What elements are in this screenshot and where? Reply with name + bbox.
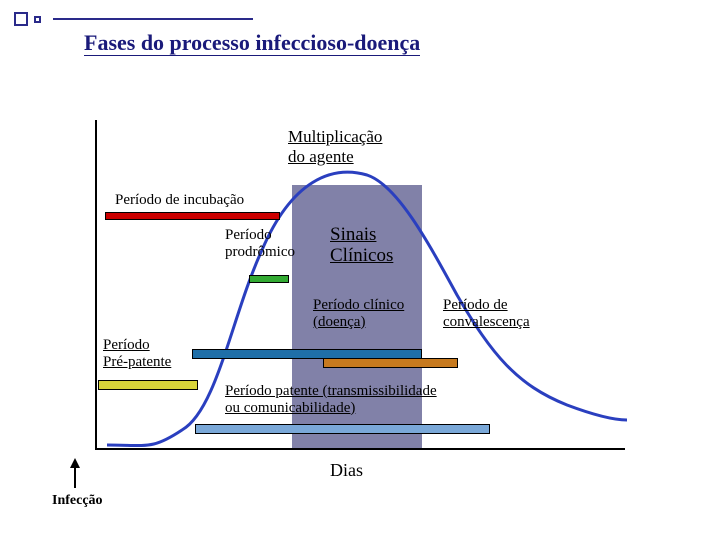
- decor-line: [53, 18, 253, 20]
- decor-square-small: [34, 16, 41, 23]
- slide-decor: [14, 12, 253, 26]
- label-multiplicacao: Multiplicação do agente: [288, 127, 382, 167]
- label-convalescenca: Período de convalescença: [443, 297, 530, 330]
- label-periodo-clinico: Período clínico (doença): [313, 297, 404, 330]
- slide-title: Fases do processo infeccioso-doença: [84, 30, 420, 56]
- bar-patente: [195, 424, 490, 434]
- label-pre-patente: Período Pré-patente: [103, 337, 171, 370]
- label-prodromico: Período prodrômico: [225, 227, 295, 260]
- label-patente: Período patente (transmissibilidade ou c…: [225, 383, 437, 416]
- bar-incubacao: [105, 212, 280, 220]
- infection-arrow-icon: [65, 458, 85, 490]
- bar-prepatente: [98, 380, 198, 390]
- x-axis-label: Dias: [330, 460, 363, 481]
- label-sinais-clinicos: Sinais Clínicos: [330, 225, 393, 267]
- label-infeccao: Infecção: [52, 493, 103, 509]
- bar-prodromico: [249, 275, 289, 283]
- label-incubacao: Período de incubação: [115, 192, 244, 209]
- decor-square-large: [14, 12, 28, 26]
- bar-convalescenca: [323, 358, 458, 368]
